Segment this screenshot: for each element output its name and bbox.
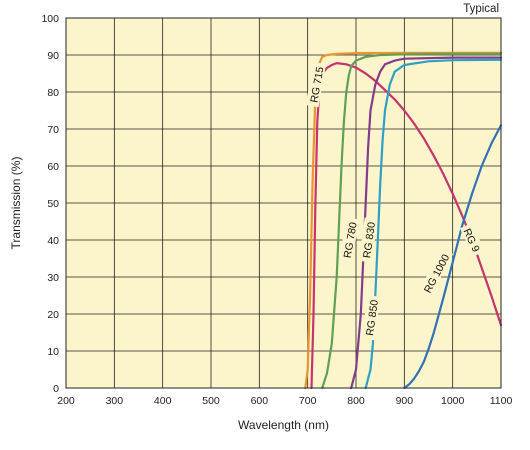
y-tick-label: 60 <box>47 161 59 173</box>
y-tick-label: 10 <box>47 346 59 358</box>
x-tick-label: 1100 <box>490 395 513 407</box>
x-tick-label: 700 <box>299 395 317 407</box>
x-tick-label: 800 <box>347 395 365 407</box>
series-line-rg-715 <box>304 51 503 390</box>
y-axis-title: Transmission (%) <box>9 157 23 250</box>
y-tick-label: 100 <box>41 13 59 25</box>
x-tick-label: 500 <box>202 395 220 407</box>
x-tick-label: 600 <box>251 395 269 407</box>
y-axis-ticks: 0 10 20 30 40 50 60 70 80 90 100 <box>41 13 59 395</box>
y-tick-label: 70 <box>47 124 59 136</box>
series-line-rg-830 <box>350 56 503 390</box>
series-line-rg-1000 <box>403 124 503 390</box>
x-axis-ticks: 200 300 400 500 600 700 800 900 1000 1100 <box>57 395 512 407</box>
series-line-rg-780 <box>321 52 503 390</box>
y-tick-label: 20 <box>47 309 59 321</box>
y-tick-label: 30 <box>47 272 59 284</box>
y-tick-label: 80 <box>47 87 59 99</box>
y-tick-label: 90 <box>47 50 59 62</box>
y-tick-label: 50 <box>47 198 59 210</box>
x-tick-label: 400 <box>154 395 172 407</box>
series-label-rg-850: RG 850 <box>364 299 381 337</box>
series-label-rg-830: RG 830 <box>361 221 378 259</box>
typical-annotation: Typical <box>463 3 499 15</box>
series-group <box>304 51 503 390</box>
x-tick-label: 900 <box>396 395 414 407</box>
x-tick-label: 300 <box>106 395 124 407</box>
y-tick-label: 0 <box>53 383 59 395</box>
y-tick-label: 40 <box>47 235 59 247</box>
x-axis-title: Wavelength (nm) <box>238 418 329 432</box>
x-tick-label: 1000 <box>441 395 465 407</box>
x-tick-label: 200 <box>57 395 75 407</box>
plot-frame <box>65 17 502 389</box>
